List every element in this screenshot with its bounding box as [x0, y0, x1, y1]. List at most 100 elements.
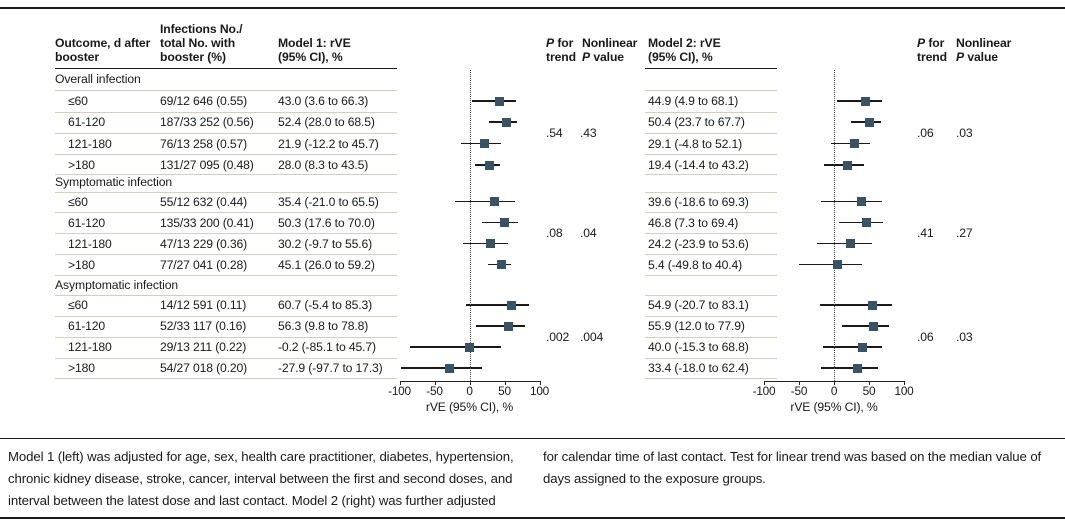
model1-point-estimate-marker — [507, 300, 517, 310]
infections-cell: 47/13 229 (0.36) — [160, 236, 248, 251]
row-separator-line — [645, 212, 777, 213]
model2-p-for-trend-value: .06 — [917, 125, 934, 140]
row-separator-line — [55, 295, 397, 296]
model1-point-estimate-marker — [504, 321, 514, 331]
section-label: Asymptomatic infection — [55, 278, 179, 292]
model1-estimate-cell: -27.9 (-97.7 to 17.3) — [278, 361, 383, 375]
model2-estimate-cell: 5.4 (-49.8 to 40.4) — [648, 257, 743, 272]
model1-x-axis-tick — [434, 381, 436, 385]
footnote-divider — [0, 438, 1065, 439]
model2-point-estimate-marker — [857, 342, 867, 352]
model1-point-estimate-marker — [500, 218, 510, 227]
model2-estimate-cell: 50.4 (23.7 to 67.7) — [648, 115, 745, 129]
model2-ci-line — [839, 221, 883, 224]
row-separator-line — [55, 357, 397, 359]
model2-nonlinear-p-value: .03 — [956, 329, 973, 344]
outcome-cell: 121-180 — [68, 136, 112, 151]
outcome-cell: >180 — [68, 361, 95, 375]
col-header-nonlinear-model1: Nonlinear P value — [582, 36, 638, 64]
model1-nonlinear-p-value: .43 — [580, 125, 597, 140]
row-separator-line — [645, 132, 777, 134]
col-header-infections: Infections No./ total No. with booster (… — [160, 22, 243, 64]
row-separator-line — [55, 173, 397, 175]
header-underline-left-table — [55, 68, 397, 70]
outcome-cell: ≤60 — [68, 194, 88, 209]
section-label: Symptomatic infection — [55, 175, 173, 189]
model1-estimate-cell: 28.0 (8.3 to 43.5) — [278, 158, 369, 172]
model2-point-estimate-marker — [843, 160, 853, 170]
model2-estimate-cell: 39.6 (-18.6 to 69.3) — [648, 194, 749, 209]
model2-point-estimate-marker — [852, 363, 862, 373]
model2-estimate-cell: 29.1 (-4.8 to 52.1) — [648, 136, 743, 151]
model2-estimate-cell: 24.2 (-23.9 to 53.6) — [648, 236, 749, 251]
model2-point-estimate-marker — [868, 321, 878, 331]
model2-point-estimate-marker — [846, 239, 856, 248]
infections-cell: 77/27 041 (0.28) — [160, 257, 248, 272]
model1-x-axis-tick — [539, 381, 541, 385]
row-separator-line — [55, 377, 397, 379]
model1-ci-line — [409, 346, 502, 348]
header-underline-model2 — [645, 68, 777, 70]
row-separator-line — [645, 315, 777, 317]
model1-estimate-cell: 60.7 (-5.4 to 85.3) — [278, 298, 373, 312]
row-separator-line — [55, 254, 397, 255]
model1-estimate-cell: 45.1 (26.0 to 59.2) — [278, 257, 375, 272]
row-separator-line — [55, 111, 397, 113]
row-separator-line — [55, 315, 397, 317]
model2-estimate-cell: 44.9 (4.9 to 68.1) — [648, 94, 739, 108]
infections-cell: 76/13 258 (0.57) — [160, 136, 248, 151]
model2-x-axis-tick-label: 50 — [862, 384, 876, 398]
footnote-left-column: Model 1 (left) was adjusted for age, sex… — [8, 449, 514, 508]
model1-zero-reference-line — [469, 70, 471, 381]
model1-point-estimate-marker — [445, 363, 455, 373]
model1-x-axis-tick-label: -100 — [388, 384, 411, 398]
top-rule — [0, 7, 1065, 9]
model2-point-estimate-marker — [833, 260, 843, 269]
row-separator-line — [55, 336, 397, 338]
infections-cell: 135/33 200 (0.41) — [160, 215, 254, 230]
col-header-model2: Model 2: rVE (95% CI), % — [648, 36, 721, 64]
model1-estimate-cell: -0.2 (-85.1 to 45.7) — [278, 340, 376, 354]
row-separator-line — [55, 233, 397, 234]
row-separator-line — [55, 90, 397, 91]
model2-ci-line — [817, 242, 872, 245]
model2-ci-line — [799, 263, 863, 266]
outcome-cell: 61-120 — [68, 115, 106, 129]
infections-cell: 69/12 646 (0.55) — [160, 94, 248, 108]
model2-estimate-cell: 55.9 (12.0 to 77.9) — [648, 319, 745, 333]
model1-point-estimate-marker — [495, 96, 505, 106]
model2-x-axis-tick-label: -100 — [752, 384, 776, 398]
model2-estimate-cell: 40.0 (-15.3 to 68.8) — [648, 340, 749, 354]
model1-x-axis-tick-label: 100 — [529, 384, 550, 398]
model2-x-axis-tick — [799, 381, 801, 385]
model2-x-axis-tick-label: 100 — [894, 384, 914, 398]
model1-x-axis-tick-label: 0 — [466, 384, 473, 398]
model2-point-estimate-marker — [862, 218, 872, 227]
infections-cell: 131/27 095 (0.48) — [160, 158, 254, 172]
infections-cell: 29/13 211 (0.22) — [160, 340, 247, 354]
outcome-cell: 61-120 — [68, 215, 106, 230]
footnote-right-column: for calendar time of last contact. Test … — [543, 449, 1042, 486]
model2-p-for-trend-value: .41 — [917, 226, 934, 240]
model2-p-for-trend-value: .06 — [917, 329, 934, 344]
bottom-rule — [0, 517, 1065, 519]
model2-nonlinear-p-value: .27 — [956, 226, 973, 240]
model2-x-axis-tick — [869, 381, 871, 385]
row-separator-line — [55, 191, 397, 193]
model2-ci-line — [842, 325, 889, 327]
model1-estimate-cell: 21.9 (-12.2 to 45.7) — [278, 136, 379, 151]
model2-x-axis-tick — [834, 381, 836, 385]
model1-x-axis-tick-label: -50 — [426, 384, 443, 398]
outcome-cell: >180 — [68, 257, 95, 272]
section-label: Overall infection — [55, 72, 141, 86]
model1-nonlinear-p-value: .004 — [580, 329, 604, 344]
model2-x-axis-tick-label: 0 — [830, 384, 838, 398]
row-separator-line — [645, 336, 777, 338]
model2-ci-line — [837, 100, 882, 102]
outcome-cell: ≤60 — [68, 94, 88, 108]
infections-cell: 52/33 117 (0.16) — [160, 319, 247, 333]
model2-point-estimate-marker — [857, 197, 867, 206]
model1-ci-line — [472, 100, 516, 102]
